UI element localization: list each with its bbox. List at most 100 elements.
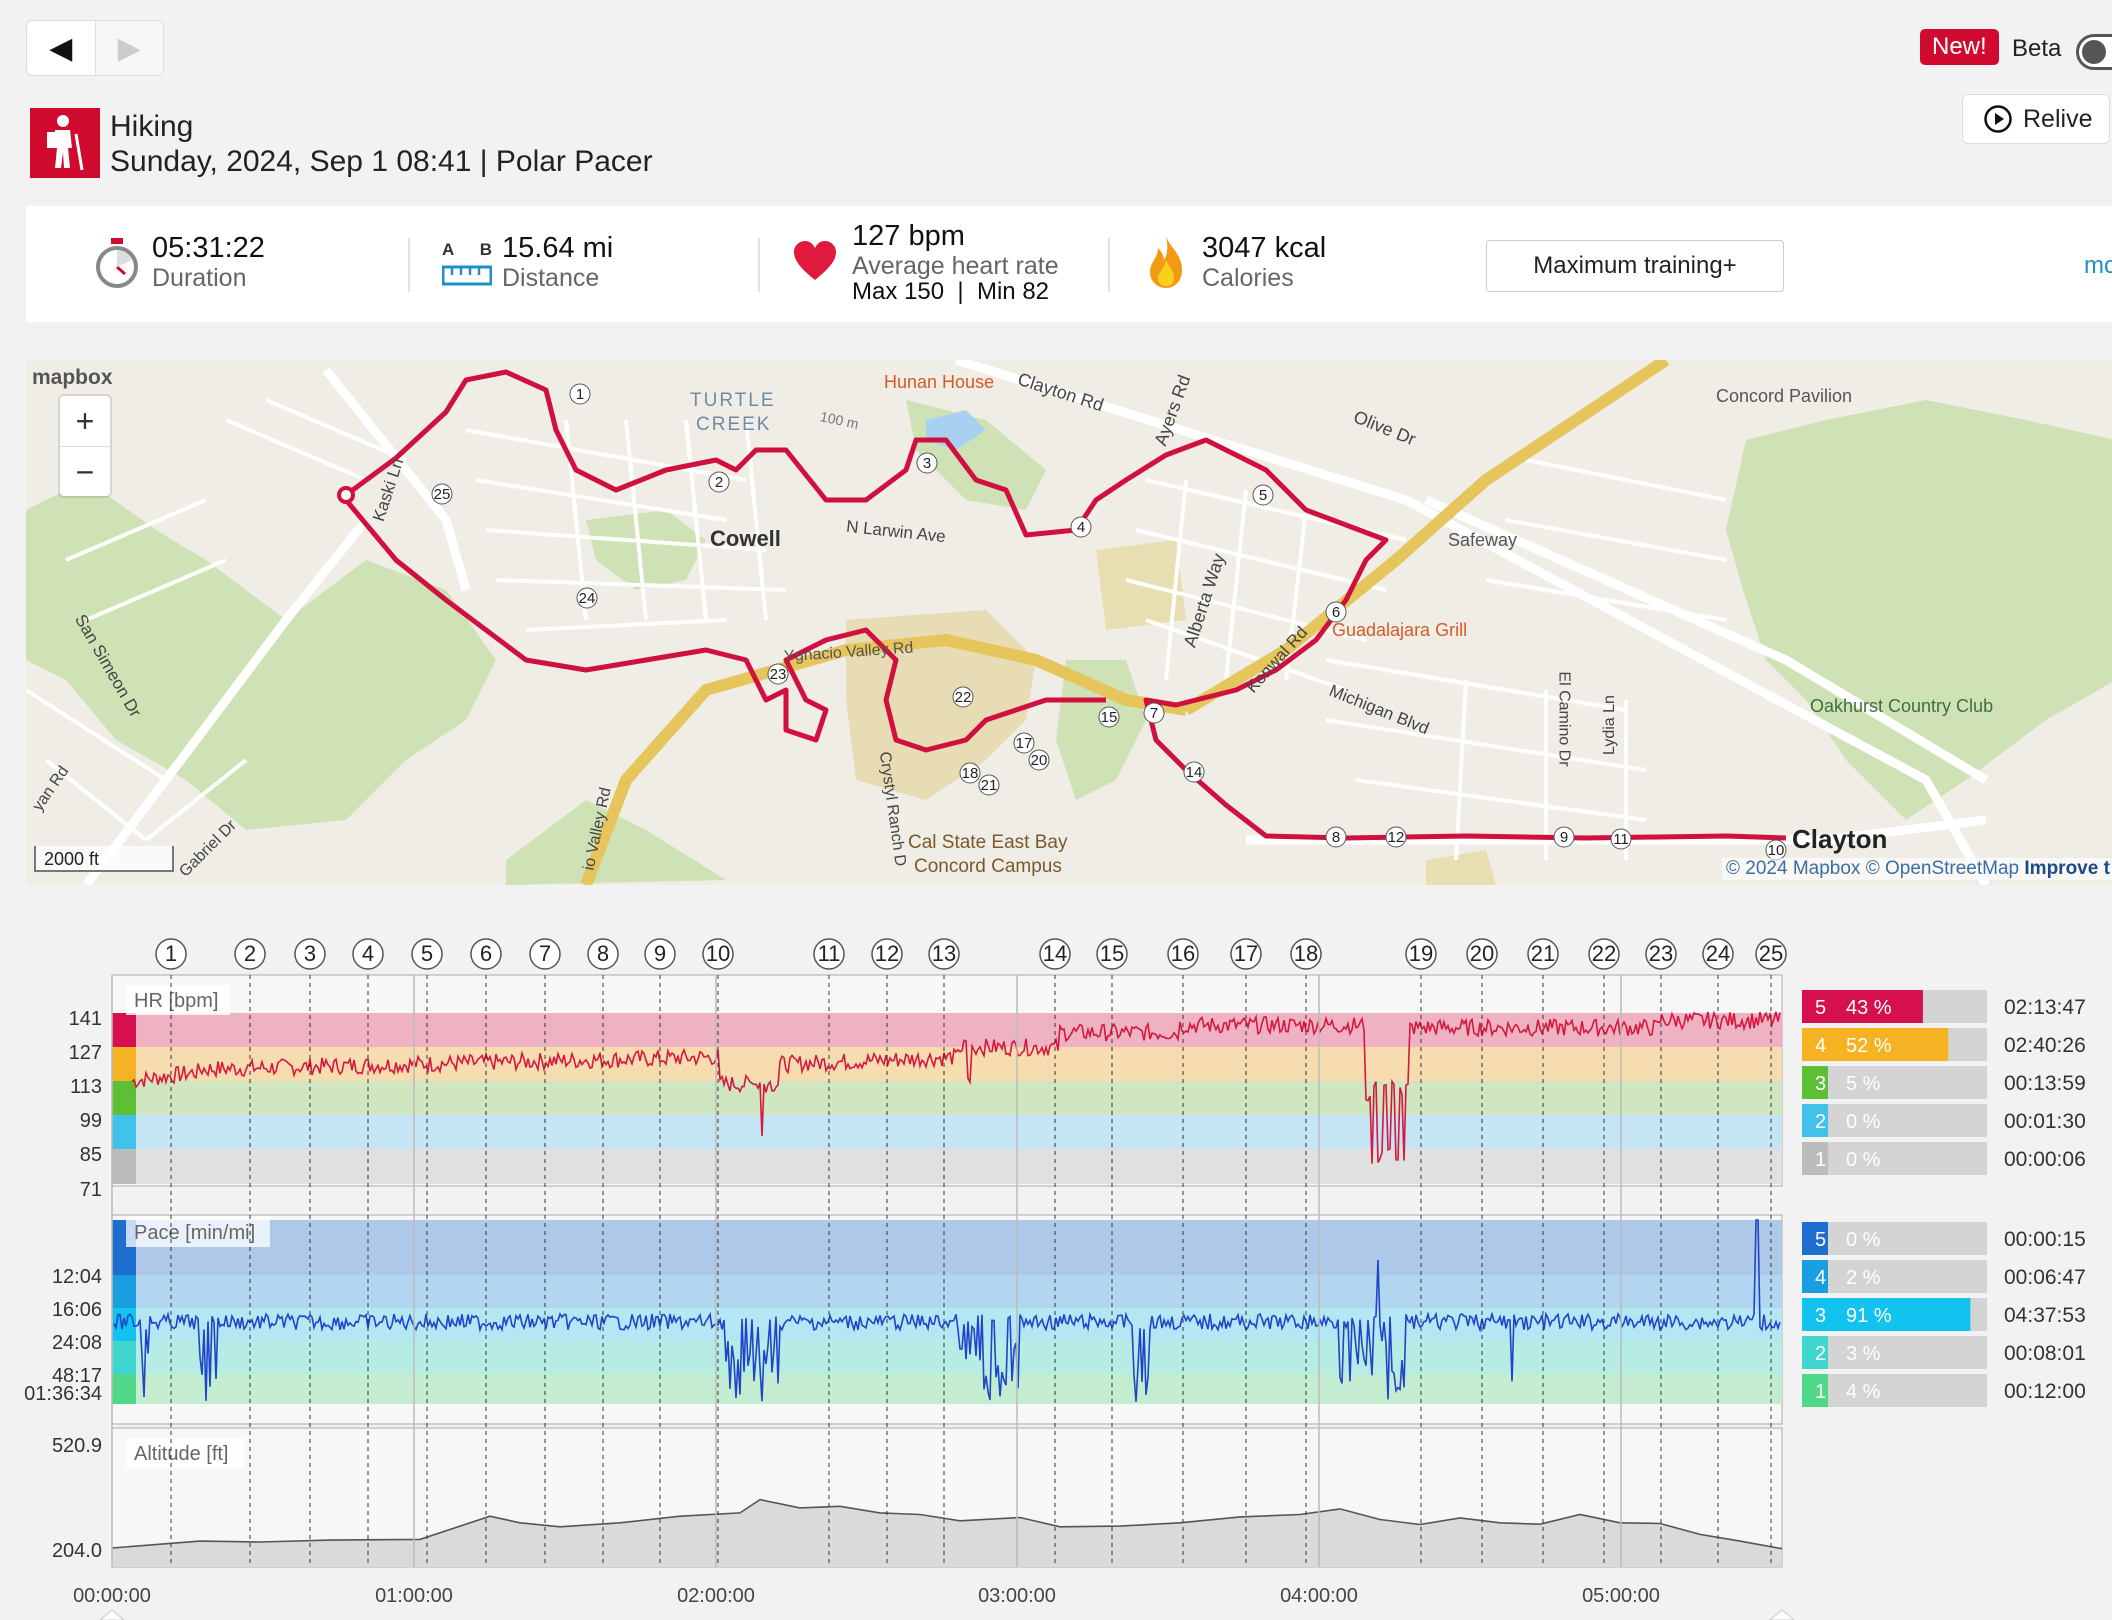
hr-zone-bar bbox=[1802, 990, 1923, 1023]
hr-zone-number: 5 bbox=[1815, 997, 1826, 1019]
pace-zone-bar bbox=[1802, 1374, 1828, 1407]
lap-marker bbox=[813, 938, 845, 970]
range-handle-left bbox=[99, 1609, 125, 1620]
relive-button[interactable]: Relive bbox=[1962, 94, 2110, 144]
hr-zone-percent: 5 % bbox=[1846, 1073, 1881, 1095]
pace-title-bg bbox=[126, 1217, 270, 1247]
hr-zone-percent: 52 % bbox=[1846, 1035, 1892, 1057]
hr-tick: 141 bbox=[69, 1008, 102, 1030]
svg-text:12: 12 bbox=[1388, 829, 1405, 846]
avg-hr-label: Average heart rate bbox=[852, 252, 1059, 280]
hr-tick: 113 bbox=[70, 1076, 102, 1098]
toggle-knob bbox=[2082, 40, 2106, 64]
pace-zone-number: 3 bbox=[1815, 1305, 1826, 1327]
hr-zone-bar-bg bbox=[1802, 1104, 1987, 1137]
pace-zone-percent: 3 % bbox=[1846, 1343, 1881, 1365]
hr-tick: 85 bbox=[80, 1144, 102, 1166]
lap-marker bbox=[1096, 938, 1128, 970]
map-label: Concord Campus bbox=[914, 856, 1062, 877]
zoom-out-button[interactable]: − bbox=[60, 446, 110, 497]
hr-zone-number: 1 bbox=[1815, 1149, 1826, 1171]
zoom-in-button[interactable]: + bbox=[75, 402, 95, 439]
heart-icon bbox=[794, 241, 836, 280]
distance-value: 15.64 mi bbox=[502, 232, 614, 264]
attribution-text[interactable]: © 2024 Mapbox © OpenStreetMap bbox=[1726, 858, 2020, 879]
svg-text:11: 11 bbox=[1613, 831, 1629, 848]
svg-text:4: 4 bbox=[1077, 519, 1085, 536]
svg-text:5: 5 bbox=[1259, 487, 1267, 504]
lap-marker bbox=[702, 938, 734, 970]
next-activity-button[interactable]: ▶ bbox=[94, 21, 163, 75]
hr-zone-bar bbox=[1802, 1066, 1828, 1099]
map-canvas: 1 2 3 4 5 6 7 8 9 10 11 12 14 15 17 18 2… bbox=[26, 360, 2112, 885]
arrow-right-icon: ▶ bbox=[117, 31, 141, 65]
pace-zone-bar bbox=[1802, 1222, 1828, 1255]
pace-zone-swatch bbox=[112, 1374, 136, 1404]
pace-tick: 12:04 bbox=[52, 1266, 102, 1288]
lap-label: 17 bbox=[1234, 941, 1258, 966]
lap-label: 21 bbox=[1531, 941, 1555, 966]
lap-marker bbox=[1466, 938, 1498, 970]
hr-zone-bar-bg bbox=[1802, 1066, 1987, 1099]
summary-divider bbox=[1108, 238, 1110, 292]
lap-marker bbox=[352, 938, 384, 970]
calories-value: 3047 kcal bbox=[1202, 232, 1327, 264]
hr-zone-number: 2 bbox=[1815, 1111, 1826, 1133]
duration-value: 05:31:22 bbox=[152, 232, 265, 264]
stopwatch-icon bbox=[96, 238, 138, 288]
range-handle-right bbox=[1769, 1609, 1795, 1620]
lap-label: 11 bbox=[818, 941, 841, 966]
svg-text:22: 22 bbox=[955, 689, 972, 706]
lap-label: 12 bbox=[875, 941, 899, 966]
hr-title: HR [bpm] bbox=[134, 990, 218, 1012]
map-attribution: © 2024 Mapbox © OpenStreetMap Improve t bbox=[1722, 858, 2112, 880]
pace-zone-number: 1 bbox=[1815, 1381, 1826, 1403]
hr-zone-band bbox=[136, 1047, 1782, 1081]
route-map[interactable]: 1 2 3 4 5 6 7 8 9 10 11 12 14 15 17 18 2… bbox=[26, 360, 2112, 885]
beta-toggle[interactable] bbox=[2076, 34, 2112, 70]
mapbox-logo[interactable]: mapbox bbox=[32, 366, 113, 389]
svg-text:1: 1 bbox=[576, 386, 584, 403]
map-label: Guadalajara Grill bbox=[1332, 620, 1468, 640]
lap-label: 15 bbox=[1100, 941, 1124, 966]
hr-zone-time: 02:40:26 bbox=[2004, 1034, 2086, 1057]
training-charts[interactable]: 1 2 3 4 5 6 7 8 9 10 11 12 13 14 15 16 17 18 19 20 21 22 23 24 2… bbox=[0, 930, 2112, 1620]
lap-marker bbox=[1588, 938, 1620, 970]
pace-tick: 01:36:34 bbox=[24, 1383, 102, 1405]
more-link[interactable]: mo bbox=[2084, 252, 2112, 279]
arrow-left-icon: ◀ bbox=[49, 31, 73, 65]
lap-label: 14 bbox=[1043, 941, 1067, 966]
hr-zone-number: 3 bbox=[1815, 1073, 1826, 1095]
hr-zone-number: 4 bbox=[1815, 1035, 1826, 1057]
hr-zone-percent: 0 % bbox=[1846, 1149, 1881, 1171]
pace-zone-number: 2 bbox=[1815, 1343, 1826, 1365]
map-label: Hunan House bbox=[884, 372, 995, 392]
svg-text:15: 15 bbox=[1101, 709, 1118, 726]
time-axis-label: 05:00:00 bbox=[1582, 1585, 1660, 1607]
lap-label: 19 bbox=[1409, 941, 1433, 966]
previous-activity-button[interactable]: ◀ bbox=[27, 21, 95, 75]
lap-label: 23 bbox=[1649, 941, 1673, 966]
lap-marker bbox=[1405, 938, 1437, 970]
lap-label: 1 bbox=[165, 941, 177, 966]
distance-ruler-icon bbox=[442, 265, 492, 286]
training-benefit-button[interactable]: Maximum training+ bbox=[1486, 240, 1784, 292]
svg-text:6: 6 bbox=[1332, 604, 1340, 621]
hr-zone-time: 00:00:06 bbox=[2004, 1148, 2086, 1171]
map-label: El Camino Dr bbox=[1555, 671, 1573, 767]
svg-text:7: 7 bbox=[1150, 705, 1158, 722]
lap-label: 6 bbox=[480, 941, 492, 966]
svg-text:24: 24 bbox=[579, 590, 596, 607]
improve-link[interactable]: Improve t bbox=[2024, 858, 2110, 879]
map-label: Concord Pavilion bbox=[1716, 386, 1853, 406]
sport-name: Hiking bbox=[110, 110, 194, 143]
lap-label: 20 bbox=[1470, 941, 1494, 966]
altitude-tick: 204.0 bbox=[52, 1540, 102, 1562]
pace-zone-bar bbox=[1802, 1298, 1971, 1331]
hr-zone-bar-bg bbox=[1802, 1142, 1987, 1175]
svg-text:3: 3 bbox=[923, 455, 931, 472]
lap-label: 18 bbox=[1294, 941, 1318, 966]
lap-marker bbox=[294, 938, 326, 970]
lap-label: 24 bbox=[1706, 941, 1730, 966]
hr-zone-percent: 43 % bbox=[1846, 997, 1892, 1019]
